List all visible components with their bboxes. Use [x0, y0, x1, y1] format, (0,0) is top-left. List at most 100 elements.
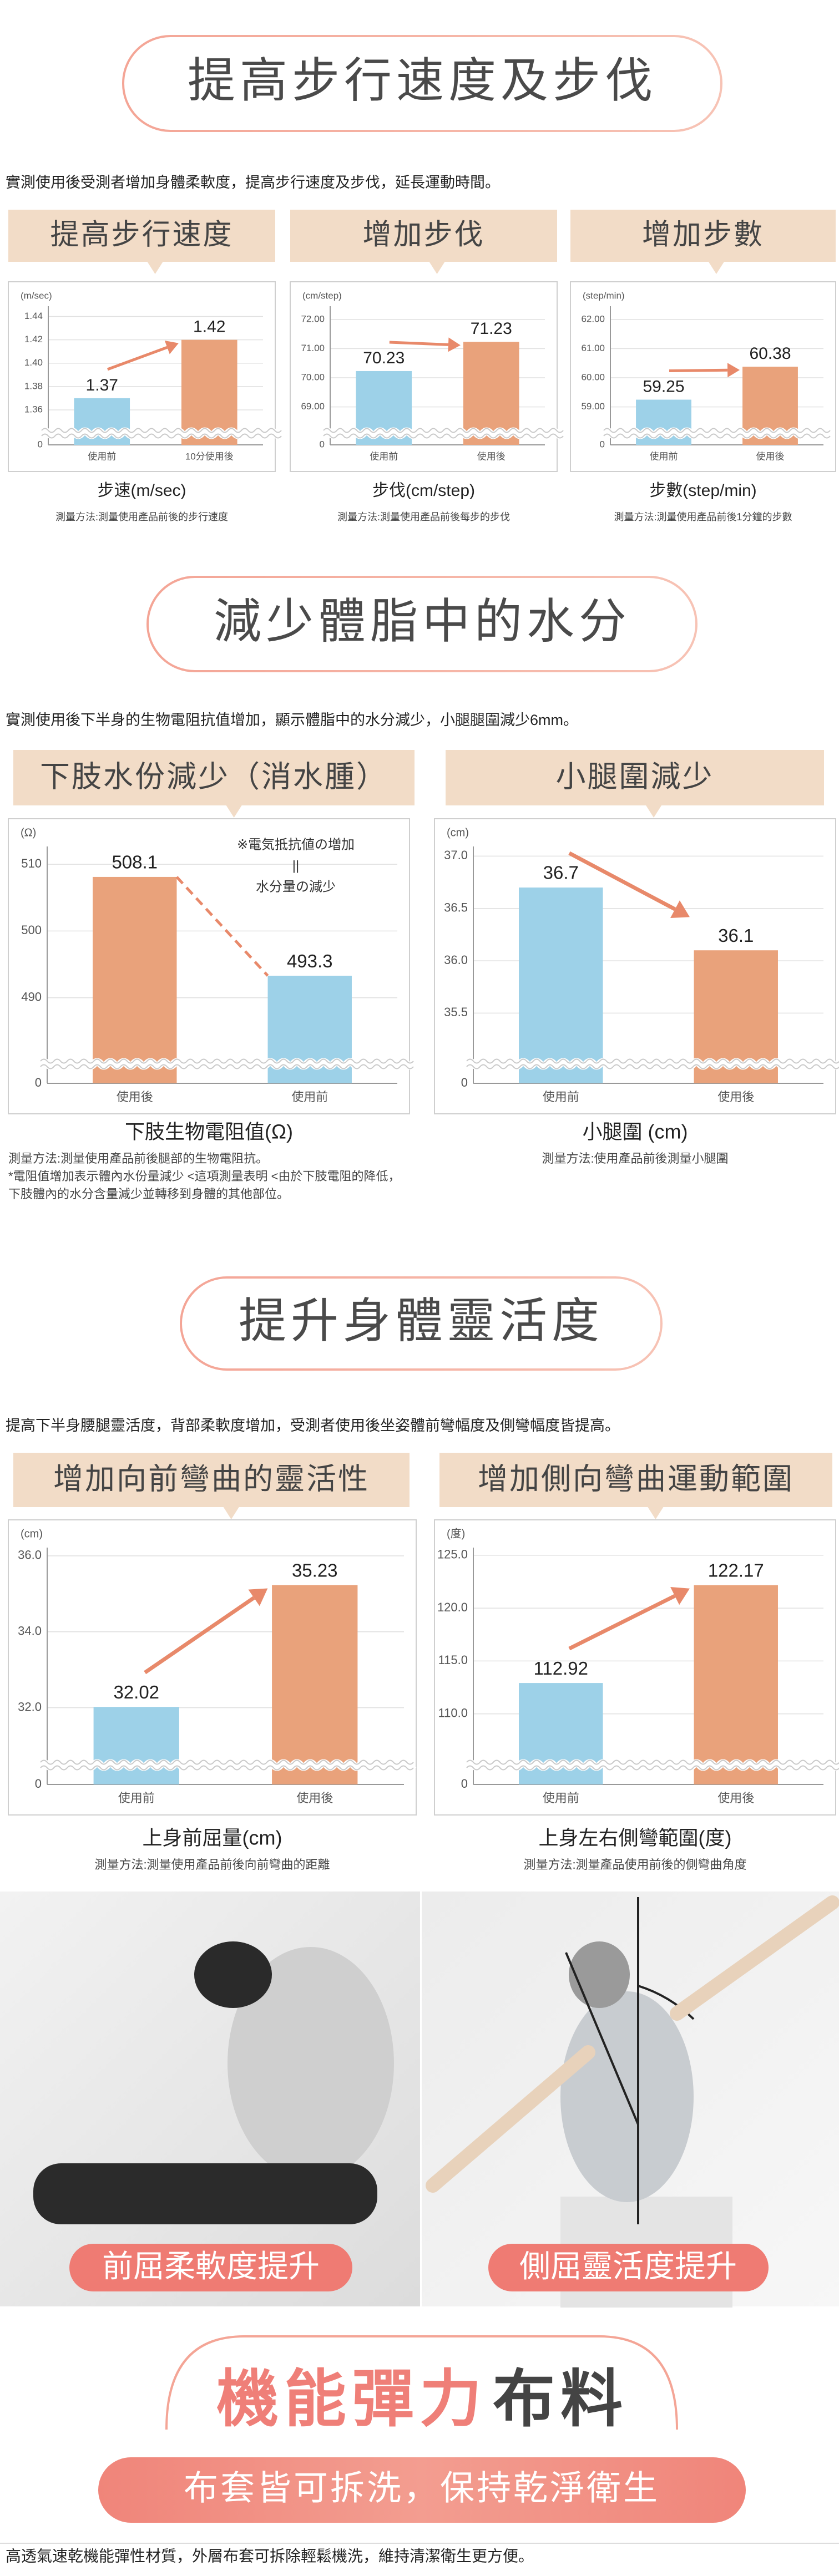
- feature-title: 布料: [493, 2365, 628, 2434]
- chart-note: 測量方法:使用產品前後測量小腿圍: [542, 1152, 728, 1165]
- angle-arc: [638, 1985, 695, 2020]
- chart-header-box: [13, 750, 415, 805]
- y-tick-label: 37.0: [444, 848, 468, 862]
- value-label: 70.23: [363, 349, 405, 367]
- chart-header: 下肢水份減少（消水腫）: [40, 760, 388, 793]
- axis-break: [40, 1058, 414, 1064]
- connector: [175, 876, 269, 977]
- photo-label: 前屈柔軟度提升: [102, 2249, 320, 2284]
- unit-label: (cm/step): [302, 290, 342, 301]
- bar: [181, 339, 237, 445]
- photo-label: 側屈靈活度提升: [519, 2249, 737, 2284]
- axis-break: [466, 1058, 839, 1064]
- chart-header-box: [446, 750, 824, 805]
- axis-break: [463, 1759, 839, 1771]
- value-label: 60.38: [749, 344, 791, 363]
- y-tick-label: 36.5: [444, 901, 468, 915]
- connector-head: [164, 341, 179, 354]
- y-tick-label: 70.00: [301, 372, 325, 383]
- chart-title: 步伐(cm/step): [372, 481, 475, 500]
- y-tick-label: 110.0: [438, 1706, 468, 1720]
- unit-label: (m/sec): [21, 290, 52, 301]
- footer-text: 高透氣速乾機能彈性材質，外層布套可拆除輕鬆機洗，維持清潔衛生更方便。: [6, 2547, 534, 2564]
- x-tick-label: 10分使用後: [185, 450, 234, 462]
- chart-note: 測量方法:測量使用產品前後每步的步伐: [337, 511, 510, 523]
- chart-title: 步數(step/min): [649, 481, 756, 500]
- y-tick-label: 0: [35, 1777, 42, 1791]
- section-heading: 提高步行速度及步伐: [188, 54, 657, 108]
- axis-break: [40, 1064, 414, 1069]
- section-intro: 提高下半身腰腿靈活度，背部柔軟度增加，受測者使用後坐姿體前彎幅度及側彎幅度皆提高…: [6, 1417, 620, 1434]
- unit-label: (度): [447, 1527, 465, 1540]
- y-tick-label: 500: [21, 923, 42, 937]
- value-label: 71.23: [471, 320, 512, 338]
- value-label: 112.92: [534, 1658, 588, 1679]
- annotation: 水分量の減少: [256, 879, 336, 894]
- y-tick-label: 0: [461, 1076, 468, 1089]
- x-tick-label: 使用後: [117, 1090, 153, 1104]
- section-intro: 實測使用後下半身的生物電阻抗值增加，顯示體脂中的水分減少，小腿腿圍減少6mm。: [6, 712, 578, 728]
- y-tick-label: 32.0: [18, 1700, 42, 1713]
- axis-break: [320, 427, 567, 439]
- y-tick-label: 115.0: [438, 1653, 468, 1667]
- bar: [519, 888, 603, 1083]
- chart-header: 小腿圍減少: [556, 760, 714, 793]
- bar: [93, 876, 177, 1083]
- axis-break: [37, 1058, 417, 1070]
- x-tick-label: 使用前: [543, 1791, 579, 1805]
- chart-header: 增加側向彎曲運動範圍: [478, 1462, 794, 1495]
- chart-header-pointer: [223, 1507, 239, 1519]
- annotation: ||: [292, 858, 299, 873]
- y-tick-label: 72.00: [301, 313, 325, 324]
- chart-header-pointer: [226, 805, 242, 818]
- axis-break: [323, 433, 564, 439]
- photo-label-pill: [488, 2244, 769, 2291]
- feature-arc: [165, 2335, 678, 2430]
- axis-break: [603, 433, 831, 439]
- feature-title-accent: 機能彈力: [216, 2365, 487, 2434]
- unit-label: (step/min): [583, 290, 625, 301]
- y-tick-label: 0: [38, 439, 43, 449]
- y-tick-label: 59.00: [581, 401, 605, 412]
- x-tick-label: 使用後: [296, 1791, 333, 1805]
- x-tick-label: 使用後: [717, 1791, 754, 1805]
- y-tick-label: 60.00: [581, 372, 605, 383]
- y-tick-label: 0: [320, 439, 325, 449]
- angle-line: [565, 1952, 639, 2125]
- value-label: 122.17: [708, 1560, 764, 1580]
- axis-break: [466, 1064, 839, 1069]
- axis-break: [603, 428, 831, 433]
- chart-header-box: [290, 210, 557, 262]
- chart-header-box: [570, 210, 836, 262]
- chart-header-pointer: [646, 805, 662, 818]
- photo-figure: [670, 1895, 839, 2021]
- unit-label: (cm): [21, 1528, 43, 1540]
- heading-pill: [180, 1276, 663, 1371]
- connector: [669, 368, 728, 373]
- unit-label: (cm): [447, 826, 469, 839]
- y-tick-label: 0: [35, 1076, 42, 1089]
- y-tick-label: 36.0: [444, 953, 468, 967]
- y-tick-label: 510: [21, 856, 42, 870]
- value-label: 1.37: [86, 376, 118, 394]
- chart-header: 提高步行速度: [50, 219, 233, 251]
- connector-head: [670, 1586, 690, 1605]
- chart-note: 測量方法:測量使用產品前後1分鐘的步數: [614, 511, 792, 523]
- photo-label-pill: [69, 2244, 352, 2291]
- photo-figure: [33, 2163, 377, 2224]
- heading-pill: [146, 576, 698, 672]
- y-tick-label: 1.44: [24, 311, 43, 321]
- photo-figure: [426, 2045, 595, 2193]
- axis-break: [463, 1058, 839, 1070]
- x-tick-label: 使用後: [477, 450, 506, 462]
- y-tick-label: 1.38: [24, 381, 43, 391]
- photo-figure: [569, 1941, 630, 2008]
- chart-header: 增加向前彎曲的靈活性: [53, 1462, 370, 1495]
- x-tick-label: 使用後: [717, 1090, 754, 1104]
- y-tick-label: 1.42: [24, 334, 43, 344]
- axis-break: [466, 1759, 839, 1765]
- chart-note: 測量方法:測量產品使用前後的側彎曲角度: [523, 1858, 746, 1872]
- chart-note: 測量方法:測量使用產品前後腿部的生物電阻抗。: [8, 1152, 268, 1165]
- y-tick-label: 61.00: [581, 343, 605, 353]
- connector-head: [448, 337, 461, 352]
